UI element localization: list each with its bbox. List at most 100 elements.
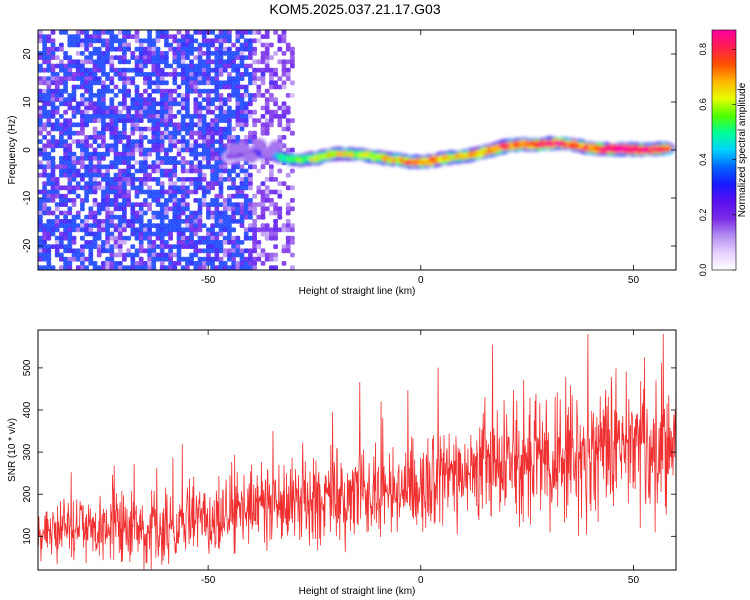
heatmap-cell <box>80 244 85 249</box>
heatmap-cell <box>46 252 52 258</box>
heatmap-cell <box>222 210 228 216</box>
heatmap-cell <box>210 122 215 128</box>
heatmap-cell <box>172 135 178 140</box>
heatmap-cell <box>159 202 165 207</box>
heatmap-cell <box>172 67 178 73</box>
heatmap-cell <box>243 248 249 254</box>
heatmap-cell <box>193 80 199 86</box>
heatmap-cell <box>164 118 169 123</box>
heatmap-cell <box>206 93 211 98</box>
heatmap-cell <box>168 122 173 128</box>
heatmap-cell <box>117 156 123 161</box>
heatmap-cell <box>117 265 123 270</box>
heatmap-cell <box>168 168 173 174</box>
heatmap-cell <box>75 84 81 90</box>
heatmap-cell <box>88 97 94 102</box>
heatmap-cell <box>88 143 94 149</box>
heatmap-cell <box>197 55 203 60</box>
heatmap-cell <box>122 118 127 123</box>
heatmap-cell <box>67 101 73 107</box>
heatmap-cell <box>122 252 127 258</box>
heatmap-cell <box>214 38 220 44</box>
heatmap-cell <box>138 105 144 111</box>
heatmap-cell <box>113 67 119 73</box>
heatmap-cell <box>235 265 241 270</box>
heatmap-cell <box>222 177 228 182</box>
heatmap-cell <box>71 139 77 144</box>
colorbar-tick-label: 0.0 <box>698 264 708 277</box>
heatmap-cell <box>92 181 98 186</box>
heatmap-cell <box>206 72 211 77</box>
heatmap-cell <box>185 202 190 207</box>
heatmap-cell <box>264 109 270 115</box>
heatmap-cell <box>80 63 85 69</box>
heatmap-cell <box>96 248 102 254</box>
heatmap-cell <box>189 223 194 228</box>
heatmap-cell <box>117 139 123 144</box>
heatmap-cell <box>134 219 140 224</box>
heatmap-cell <box>206 160 211 165</box>
heatmap-cell <box>155 101 161 107</box>
heatmap-cell <box>117 193 123 199</box>
heatmap-cell <box>164 130 169 136</box>
heatmap-cell <box>92 30 98 35</box>
heatmap-cell <box>134 114 140 119</box>
heatmap-cell <box>206 143 211 149</box>
heatmap-cell <box>84 55 89 60</box>
heatmap-cell <box>134 72 140 77</box>
heatmap-cell <box>109 114 115 119</box>
heatmap-cell <box>155 118 161 123</box>
heatmap-cell <box>50 227 56 233</box>
heatmap-cell <box>231 252 236 258</box>
heatmap-cell <box>122 151 127 157</box>
heatmap-cell <box>193 210 199 216</box>
heatmap-cell <box>231 235 236 241</box>
heatmap-cell <box>264 122 270 128</box>
heatmap-cell <box>101 51 106 56</box>
heatmap-cell <box>71 185 77 191</box>
heatmap-cell <box>134 160 140 165</box>
heatmap-cell <box>46 76 52 81</box>
heatmap-cell <box>101 202 106 207</box>
heatmap-cell <box>105 202 110 207</box>
heatmap-cell <box>96 235 102 241</box>
heatmap-cell <box>185 185 190 191</box>
heatmap-cell <box>185 126 190 132</box>
heatmap-cell <box>277 122 283 128</box>
heatmap-cell <box>117 55 123 60</box>
heatmap-cell <box>210 88 215 94</box>
heatmap-cell <box>172 97 178 102</box>
heatmap-cell <box>71 114 77 119</box>
heatmap-cell <box>243 256 249 262</box>
heatmap-cell <box>290 46 295 52</box>
heatmap-cell <box>231 227 236 233</box>
heatmap-cell <box>264 55 270 60</box>
heatmap-cell <box>243 185 249 191</box>
heatmap-cell <box>231 219 236 224</box>
heatmap-cell <box>197 265 203 270</box>
heatmap-cell <box>113 223 119 228</box>
heatmap-cell <box>269 235 274 241</box>
heatmap-cell <box>42 189 47 195</box>
heatmap-cell <box>101 63 106 69</box>
heatmap-cell <box>75 143 81 149</box>
heatmap-cell <box>117 219 123 224</box>
heatmap-cell <box>122 38 127 44</box>
heatmap-cell <box>155 198 161 203</box>
ridge-blob <box>663 146 672 152</box>
heatmap-cell <box>164 63 169 69</box>
heatmap-cell <box>109 118 115 123</box>
heatmap-cell <box>75 130 81 136</box>
heatmap-cell <box>227 130 232 136</box>
snr-series-line <box>38 333 676 570</box>
heatmap-cell <box>189 231 194 237</box>
heatmap-cell <box>113 177 119 182</box>
heatmap-cell <box>71 219 77 224</box>
heatmap-cell <box>105 88 110 94</box>
heatmap-cell <box>50 67 56 73</box>
heatmap-cell <box>147 206 152 212</box>
heatmap-cell <box>210 156 215 161</box>
heatmap-cell <box>281 223 287 228</box>
heatmap-cell <box>172 101 178 107</box>
heatmap-cell <box>75 72 81 77</box>
